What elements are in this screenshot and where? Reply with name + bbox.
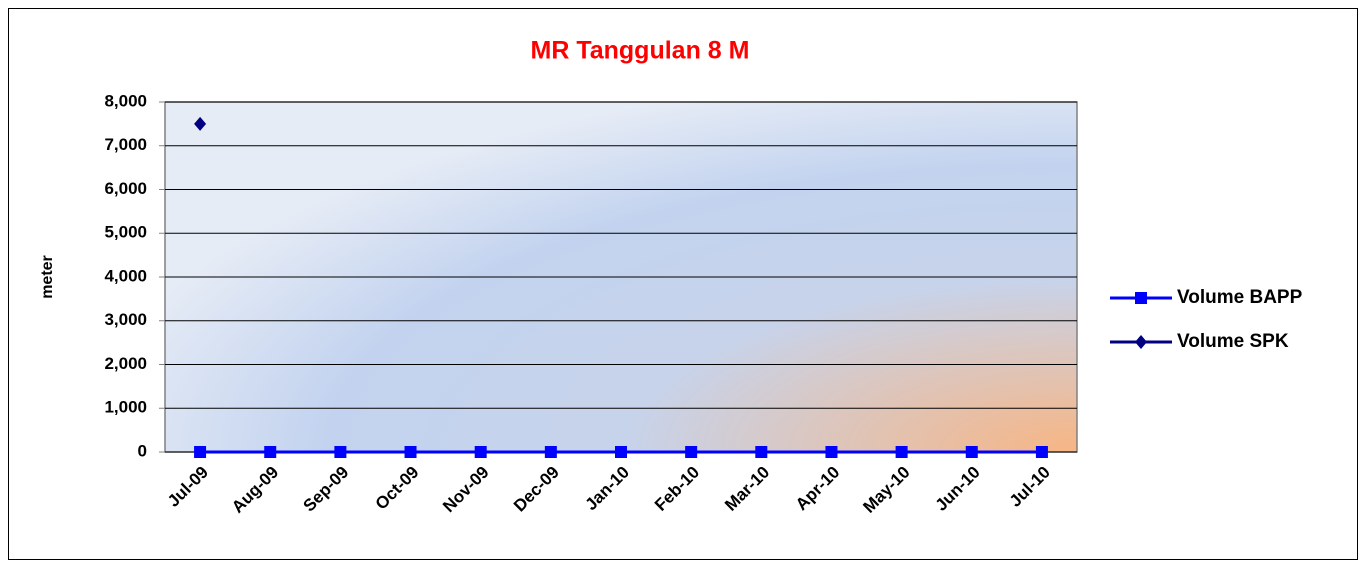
line-marker	[264, 446, 277, 458]
line-marker	[544, 446, 557, 458]
y-tick-label: 1,000	[104, 398, 147, 417]
line-marker	[474, 446, 487, 458]
chart-title: MR Tanggulan 8 M	[531, 37, 750, 65]
line-marker	[1135, 292, 1147, 304]
legend-label: Volume BAPP	[1177, 287, 1303, 308]
legend-label: Volume SPK	[1177, 331, 1289, 352]
y-tick-label: 0	[138, 441, 147, 460]
line-marker	[615, 446, 627, 458]
y-tick-label: 2,000	[104, 354, 147, 373]
line-marker	[194, 446, 207, 458]
line-marker	[334, 446, 347, 458]
line-marker	[1035, 446, 1048, 458]
y-tick-label: 3,000	[104, 310, 147, 329]
line-marker	[194, 116, 207, 131]
line-marker	[1135, 335, 1147, 349]
y-tick-label: 8,000	[104, 91, 147, 110]
line-marker	[895, 446, 908, 458]
y-tick-label: 7,000	[104, 135, 147, 154]
y-tick-label: 4,000	[104, 266, 147, 285]
line-marker	[825, 446, 838, 458]
y-axis-label: meter	[39, 255, 56, 299]
line-marker	[404, 446, 417, 458]
line-marker	[965, 446, 978, 458]
line-marker	[685, 446, 698, 458]
line-marker	[755, 446, 768, 458]
y-tick-label: 5,000	[104, 223, 147, 242]
y-tick-label: 6,000	[104, 179, 147, 198]
